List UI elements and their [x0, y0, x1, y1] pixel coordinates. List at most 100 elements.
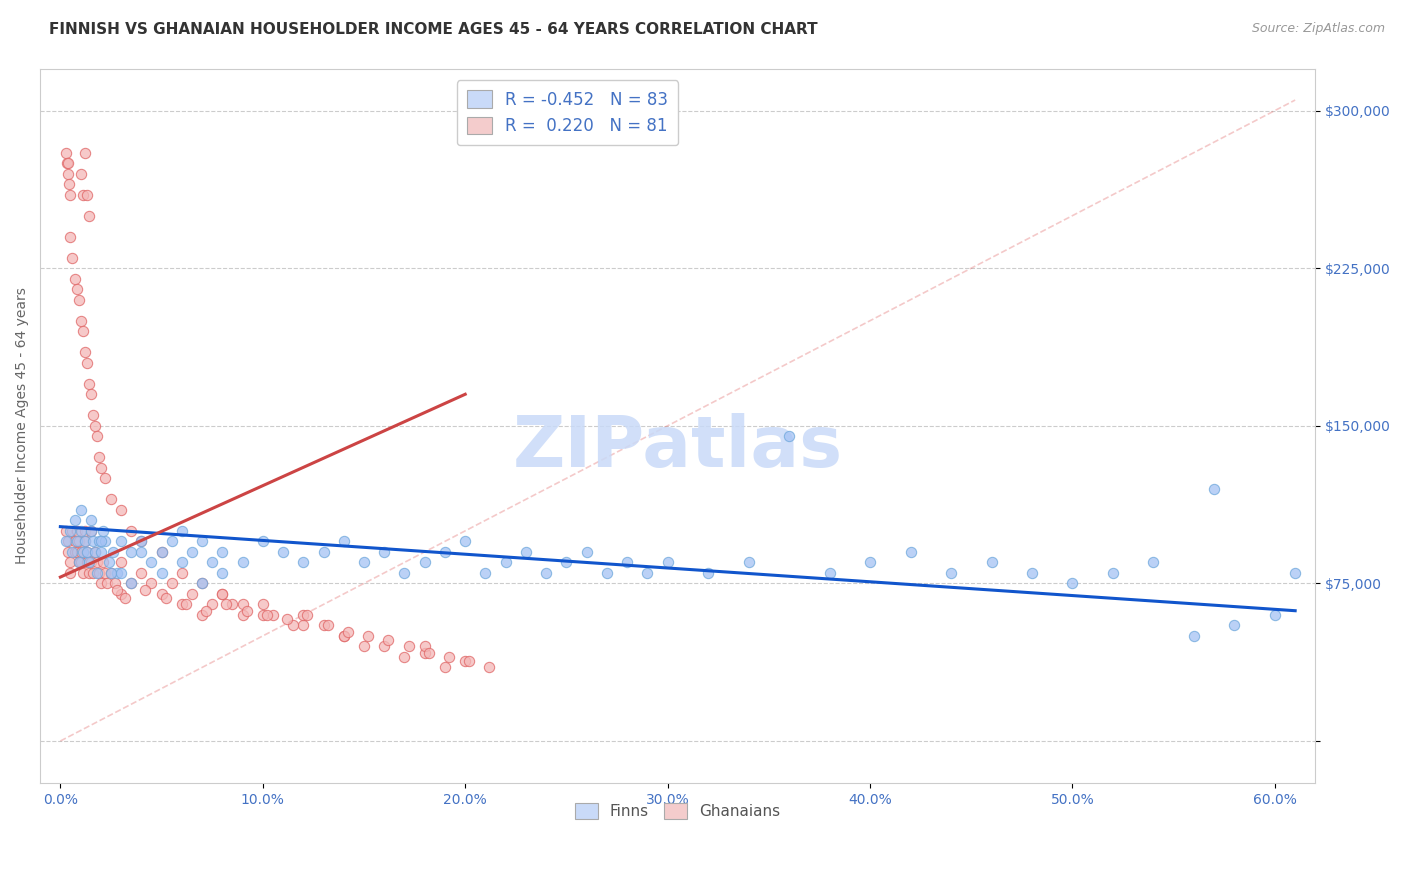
Point: [94, 534, 117, 549]
Point: [555, 555, 578, 569]
Point: [80, 524, 103, 538]
Point: [63, 513, 86, 527]
Text: FINNISH VS GHANAIAN HOUSEHOLDER INCOME AGES 45 - 64 YEARS CORRELATION CHART: FINNISH VS GHANAIAN HOUSEHOLDER INCOME A…: [49, 22, 818, 37]
Point: [87, 534, 110, 549]
Point: [181, 587, 204, 601]
Point: [110, 534, 132, 549]
Point: [65, 524, 87, 538]
Point: [91, 555, 114, 569]
Point: [232, 598, 254, 612]
Legend: Finns, Ghanaians: Finns, Ghanaians: [569, 797, 787, 825]
Point: [332, 629, 354, 643]
Point: [76, 545, 98, 559]
Point: [232, 555, 254, 569]
Point: [55, 145, 77, 160]
Point: [59, 555, 82, 569]
Point: [141, 576, 163, 591]
Point: [160, 576, 183, 591]
Point: [101, 545, 124, 559]
Point: [73, 534, 96, 549]
Point: [131, 545, 153, 559]
Point: [131, 534, 153, 549]
Point: [1062, 576, 1084, 591]
Point: [62, 545, 84, 559]
Point: [120, 545, 142, 559]
Point: [859, 555, 882, 569]
Point: [353, 555, 375, 569]
Point: [292, 618, 315, 632]
Point: [82, 566, 104, 580]
Point: [110, 555, 132, 569]
Point: [373, 545, 395, 559]
Point: [94, 471, 117, 485]
Point: [211, 566, 233, 580]
Point: [596, 566, 619, 580]
Point: [150, 545, 173, 559]
Point: [478, 660, 501, 674]
Point: [131, 566, 153, 580]
Point: [191, 534, 214, 549]
Point: [316, 618, 339, 632]
Point: [900, 545, 922, 559]
Point: [737, 555, 759, 569]
Point: [67, 555, 90, 569]
Point: [297, 607, 319, 622]
Point: [77, 555, 100, 569]
Point: [155, 591, 177, 606]
Point: [90, 576, 112, 591]
Text: ZIPatlas: ZIPatlas: [513, 413, 842, 482]
Point: [55, 534, 77, 549]
Y-axis label: Householder Income Ages 45 - 64 years: Householder Income Ages 45 - 64 years: [15, 287, 30, 565]
Point: [73, 524, 96, 538]
Point: [454, 654, 477, 668]
Point: [160, 534, 183, 549]
Point: [87, 450, 110, 465]
Point: [271, 545, 294, 559]
Point: [211, 587, 233, 601]
Point: [76, 545, 98, 559]
Point: [433, 660, 456, 674]
Point: [72, 324, 94, 338]
Point: [150, 566, 173, 580]
Point: [1142, 555, 1164, 569]
Point: [181, 545, 204, 559]
Point: [276, 612, 298, 626]
Point: [413, 555, 436, 569]
Point: [83, 545, 105, 559]
Point: [69, 503, 91, 517]
Point: [110, 566, 132, 580]
Point: [110, 587, 132, 601]
Point: [211, 587, 233, 601]
Point: [292, 555, 315, 569]
Point: [80, 387, 103, 401]
Point: [458, 654, 481, 668]
Point: [418, 646, 440, 660]
Text: Source: ZipAtlas.com: Source: ZipAtlas.com: [1251, 22, 1385, 36]
Point: [495, 555, 517, 569]
Point: [120, 576, 142, 591]
Point: [292, 607, 315, 622]
Point: [77, 566, 100, 580]
Point: [80, 524, 103, 538]
Point: [100, 492, 122, 507]
Point: [72, 187, 94, 202]
Point: [174, 598, 197, 612]
Point: [575, 545, 598, 559]
Point: [1223, 618, 1246, 632]
Point: [232, 607, 254, 622]
Point: [454, 534, 477, 549]
Point: [100, 566, 122, 580]
Point: [82, 534, 104, 549]
Point: [394, 566, 416, 580]
Point: [141, 555, 163, 569]
Point: [534, 566, 557, 580]
Point: [170, 566, 193, 580]
Point: [105, 566, 128, 580]
Point: [114, 591, 136, 606]
Point: [90, 534, 112, 549]
Point: [262, 607, 284, 622]
Point: [73, 534, 96, 549]
Point: [58, 545, 80, 559]
Point: [252, 534, 274, 549]
Point: [100, 566, 122, 580]
